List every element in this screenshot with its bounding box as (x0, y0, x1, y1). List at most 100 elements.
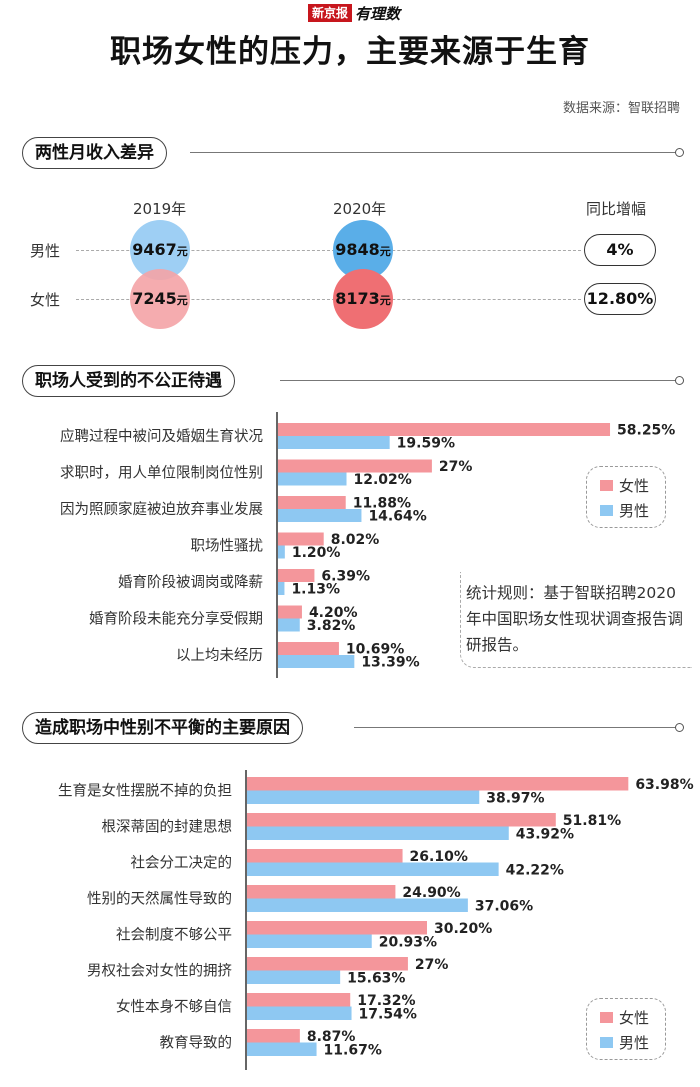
page-title: 职场女性的压力，主要来源于生育 (110, 34, 590, 70)
value-label-male: 12.02% (354, 472, 412, 488)
legend-swatch-female (600, 1012, 613, 1023)
bar-male (278, 436, 390, 449)
category-label: 求职时，用人单位限制岗位性别 (60, 465, 263, 482)
value-label-female: 11.88% (353, 496, 411, 512)
female-2020-bubble (333, 269, 393, 329)
bar-male (247, 898, 468, 912)
value-label-female: 27% (439, 459, 473, 475)
category-label: 性别的天然属性导致的 (87, 891, 232, 908)
category-label: 婚育阶段未能充分享受假期 (89, 611, 263, 628)
section-title-causes: 造成职场中性别不平衡的主要原因 (22, 712, 303, 744)
brand-logo: 新京报 有理数 (308, 4, 401, 23)
bar-female (278, 532, 324, 546)
bar-female (278, 459, 432, 473)
bar-male (278, 655, 355, 668)
female-yoy-pill: 12.80% (584, 283, 656, 315)
category-label: 男权社会对女性的拥挤 (87, 962, 232, 980)
value-label-male: 20.93% (379, 935, 437, 951)
value-label-female: 27% (415, 957, 449, 973)
bar-female (247, 921, 427, 935)
bar-female (278, 423, 611, 436)
value-label-male: 14.64% (368, 509, 426, 525)
brand-box: 新京报 (308, 4, 353, 22)
unfair-treatment-chart: 应聘过程中被问及婚姻生育状况 58.25% 19.59% 求职时，用人单位限制岗位性别… (60, 412, 675, 678)
bar-female (247, 849, 403, 863)
female-2019-value: 7245元 (132, 289, 188, 308)
legend-swatch-female (600, 480, 613, 491)
value-label-female: 51.81% (563, 813, 621, 829)
value-label-male: 37.06% (475, 899, 533, 915)
bar-male (247, 826, 509, 840)
value-label-male: 15.63% (347, 971, 405, 987)
value-label-female: 4.20% (309, 605, 358, 621)
category-label: 以上均未经历 (176, 647, 263, 664)
value-label-male: 1.20% (292, 545, 341, 561)
category-label: 女性本身不够自信 (116, 998, 232, 1016)
unfair-legend-female: 女性 (600, 475, 649, 496)
bar-female (247, 813, 556, 827)
bar-female (278, 605, 302, 619)
category-label: 社会制度不够公平 (116, 927, 232, 944)
value-label-female: 30.20% (434, 921, 492, 937)
unfair-legend-male: 男性 (600, 500, 649, 521)
bar-male (247, 970, 341, 984)
section-title-income: 两性月收入差异 (22, 137, 167, 169)
brand-text: 有理数 (355, 4, 401, 23)
section-divider (354, 727, 676, 728)
unfair-legend (586, 466, 666, 528)
bar-male (278, 545, 285, 559)
bar-female (247, 1029, 300, 1043)
value-label-male: 43.92% (516, 827, 574, 843)
value-label-male: 38.97% (486, 791, 544, 807)
section-dot (675, 723, 684, 732)
category-label: 生育是女性摆脱不掉的负担 (58, 782, 232, 800)
value-label-female: 24.90% (402, 885, 460, 901)
female-2020-value: 8173元 (335, 289, 391, 308)
value-label-female: 8.02% (331, 532, 380, 548)
causes-legend-female: 女性 (600, 1007, 649, 1028)
data-source: 数据来源：智联招聘 (562, 101, 680, 116)
value-label-female: 17.32% (357, 993, 415, 1009)
bar-male (247, 1006, 352, 1020)
yoy-label: 同比增幅 (586, 200, 647, 218)
section-divider (280, 380, 676, 381)
legend-swatch-male (600, 505, 613, 516)
male-2020-value: 9848元 (335, 240, 391, 259)
female-row-guide (76, 299, 581, 300)
category-label: 教育导致的 (160, 1035, 233, 1052)
legend-swatch-male (600, 1037, 613, 1048)
bar-female (278, 642, 339, 655)
bar-male (247, 790, 480, 804)
section-title-unfair: 职场人受到的不公正待遇 (22, 365, 235, 397)
male-row-guide (76, 250, 581, 251)
category-label: 根深蒂固的封建思想 (102, 819, 233, 836)
year-2019-label: 2019年 (133, 200, 187, 218)
value-label-male: 1.13% (291, 582, 340, 598)
statistics-note: 统计规则：基于智联招聘2020年中国职场女性现状调查报告调研报告。 (466, 584, 684, 654)
bar-male (247, 1042, 317, 1056)
bar-male (278, 582, 285, 595)
section-dot (675, 376, 684, 385)
value-label-male: 17.54% (359, 1007, 417, 1023)
value-label-male: 13.39% (361, 655, 419, 671)
bar-male (278, 472, 347, 486)
category-label: 社会分工决定的 (131, 855, 233, 872)
value-label-female: 58.25% (617, 423, 675, 439)
year-2020-label: 2020年 (333, 200, 387, 218)
value-label-female: 63.98% (635, 777, 693, 793)
bar-female (247, 885, 396, 899)
bar-female (278, 496, 346, 509)
category-label: 应聘过程中被问及婚姻生育状况 (60, 427, 263, 445)
bar-male (247, 934, 372, 948)
note-box (460, 572, 692, 668)
imbalance-causes-chart: 生育是女性摆脱不掉的负担 63.98%38.97%根深蒂固的封建思想 51.81%4… (58, 770, 694, 1070)
value-label-male: 42.22% (506, 863, 564, 879)
bar-male (278, 618, 300, 632)
category-label: 因为照顾家庭被迫放弃事业发展 (60, 501, 263, 518)
bar-female (247, 957, 408, 971)
bar-male (247, 862, 499, 876)
value-label-male: 19.59% (397, 436, 455, 452)
bar-male (278, 509, 362, 522)
bar-female (247, 993, 351, 1007)
bar-female (247, 777, 629, 791)
